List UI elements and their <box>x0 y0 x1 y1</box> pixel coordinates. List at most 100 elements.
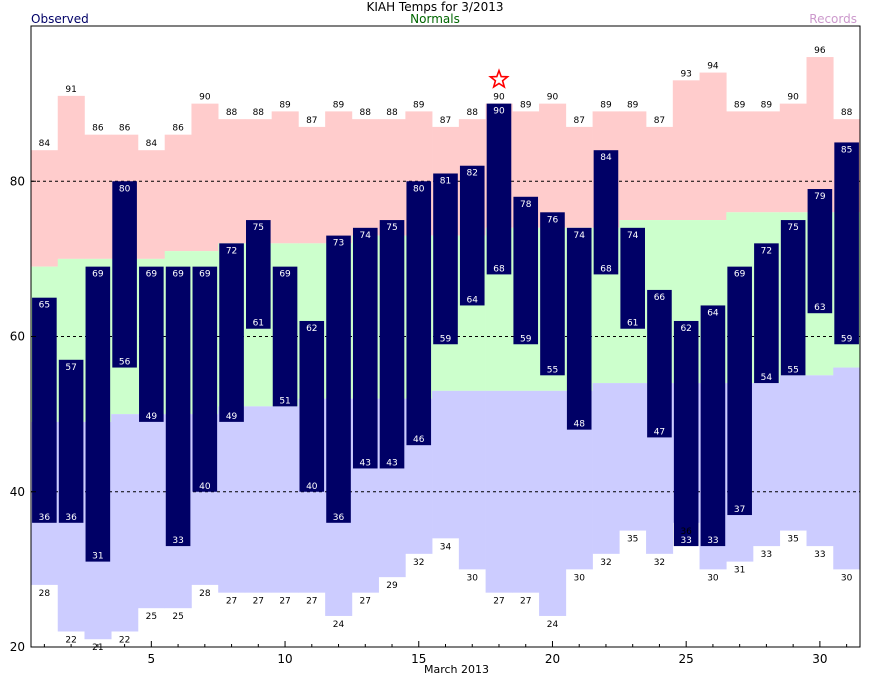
observed-high-label: 73 <box>333 239 344 249</box>
record-low-label: 27 <box>360 597 371 607</box>
observed-low-label: 31 <box>92 552 103 562</box>
observed-bar <box>459 165 485 306</box>
observed-bar <box>32 297 57 523</box>
observed-low-label: 59 <box>440 334 452 344</box>
observed-bar <box>673 320 699 547</box>
y-tick-label: 40 <box>10 485 25 499</box>
record-high-band <box>57 95 85 259</box>
record-low-band <box>218 406 246 593</box>
observed-bar <box>647 289 672 438</box>
observed-low-label: 51 <box>279 396 290 406</box>
record-high-band <box>351 119 379 236</box>
record-high-band <box>191 103 219 252</box>
record-low-label: 36 <box>680 527 692 537</box>
observed-bar <box>85 266 111 562</box>
observed-bar <box>352 227 378 469</box>
y-tick-label: 60 <box>10 330 25 344</box>
record-high-band <box>539 103 567 228</box>
record-high-band <box>137 150 166 259</box>
record-low-label: 32 <box>654 558 665 568</box>
observed-low-label: 63 <box>814 303 825 313</box>
y-tick-label: 20 <box>10 640 25 654</box>
observed-low-label: 68 <box>493 264 505 274</box>
observed-high-label: 72 <box>226 246 237 256</box>
observed-low-label: 43 <box>386 458 397 468</box>
observed-bar <box>433 173 458 345</box>
record-high-band <box>565 126 593 228</box>
record-high-band <box>84 134 112 259</box>
observed-high-label: 84 <box>600 153 612 163</box>
record-high-label: 86 <box>119 124 131 134</box>
observed-low-label: 54 <box>761 373 773 383</box>
observed-bar <box>192 266 218 492</box>
record-low-label: 22 <box>119 635 130 645</box>
x-tick-label: 30 <box>812 652 827 666</box>
record-high-band <box>726 111 754 213</box>
record-low-label: 33 <box>761 550 772 560</box>
record-low-label: 30 <box>467 573 479 583</box>
record-high-label: 88 <box>841 108 853 118</box>
observed-bar <box>299 320 325 492</box>
record-low-label: 32 <box>413 558 424 568</box>
observed-low-label: 43 <box>360 458 371 468</box>
record-low-label: 35 <box>787 535 798 545</box>
record-low-label: 27 <box>306 597 317 607</box>
record-low-label: 35 <box>627 535 638 545</box>
observed-high-label: 79 <box>814 192 826 202</box>
record-high-label: 87 <box>573 116 584 126</box>
record-high-label: 90 <box>787 93 799 103</box>
record-low-label: 28 <box>39 589 51 599</box>
observed-bar <box>112 181 137 368</box>
record-high-label: 90 <box>547 93 559 103</box>
observed-low-label: 33 <box>680 536 691 546</box>
observed-high-label: 75 <box>787 223 798 233</box>
record-low-band <box>111 414 139 632</box>
observed-bar <box>566 227 592 430</box>
observed-low-label: 49 <box>226 412 238 422</box>
observed-bar <box>620 227 645 329</box>
record-low-label: 33 <box>814 550 825 560</box>
observed-bar <box>379 220 405 469</box>
x-tick-label: 20 <box>545 652 560 666</box>
record-low-band <box>619 383 647 531</box>
record-high-label: 84 <box>39 139 51 149</box>
observed-bar <box>700 305 726 547</box>
record-high-band <box>325 111 353 244</box>
observed-low-label: 59 <box>520 334 532 344</box>
record-high-label: 94 <box>707 62 719 72</box>
observed-low-label: 61 <box>627 319 638 329</box>
record-low-label: 27 <box>520 597 531 607</box>
record-high-band <box>806 57 834 213</box>
record-high-label: 88 <box>386 108 398 118</box>
record-high-label: 89 <box>520 100 532 110</box>
observed-low-label: 40 <box>199 482 211 492</box>
record-high-band <box>298 126 326 244</box>
record-low-band <box>753 383 781 547</box>
observed-high-label: 69 <box>92 270 104 280</box>
observed-low-label: 33 <box>172 536 183 546</box>
observed-bar <box>540 212 565 376</box>
record-high-label: 87 <box>654 116 665 126</box>
observed-bar <box>727 266 752 516</box>
observed-bar <box>406 181 432 446</box>
record-high-label: 88 <box>467 108 479 118</box>
record-high-label: 89 <box>761 100 773 110</box>
record-low-band <box>779 375 807 531</box>
observed-bar <box>754 243 779 384</box>
record-high-band <box>619 111 647 221</box>
observed-low-label: 40 <box>306 482 318 492</box>
x-tick-label: 5 <box>148 652 156 666</box>
record-low-band <box>137 414 166 609</box>
observed-high-label: 74 <box>360 231 372 241</box>
observed-high-label: 57 <box>65 363 76 373</box>
record-low-band <box>271 406 299 593</box>
record-low-band <box>806 375 834 547</box>
record-low-label: 25 <box>172 612 183 622</box>
observed-bar <box>834 142 859 345</box>
legend-normals: Normals <box>410 12 460 26</box>
x-tick-label: 10 <box>277 652 292 666</box>
record-low-band <box>244 406 272 593</box>
observed-bar <box>219 243 244 422</box>
y-tick-label: 80 <box>10 174 25 188</box>
